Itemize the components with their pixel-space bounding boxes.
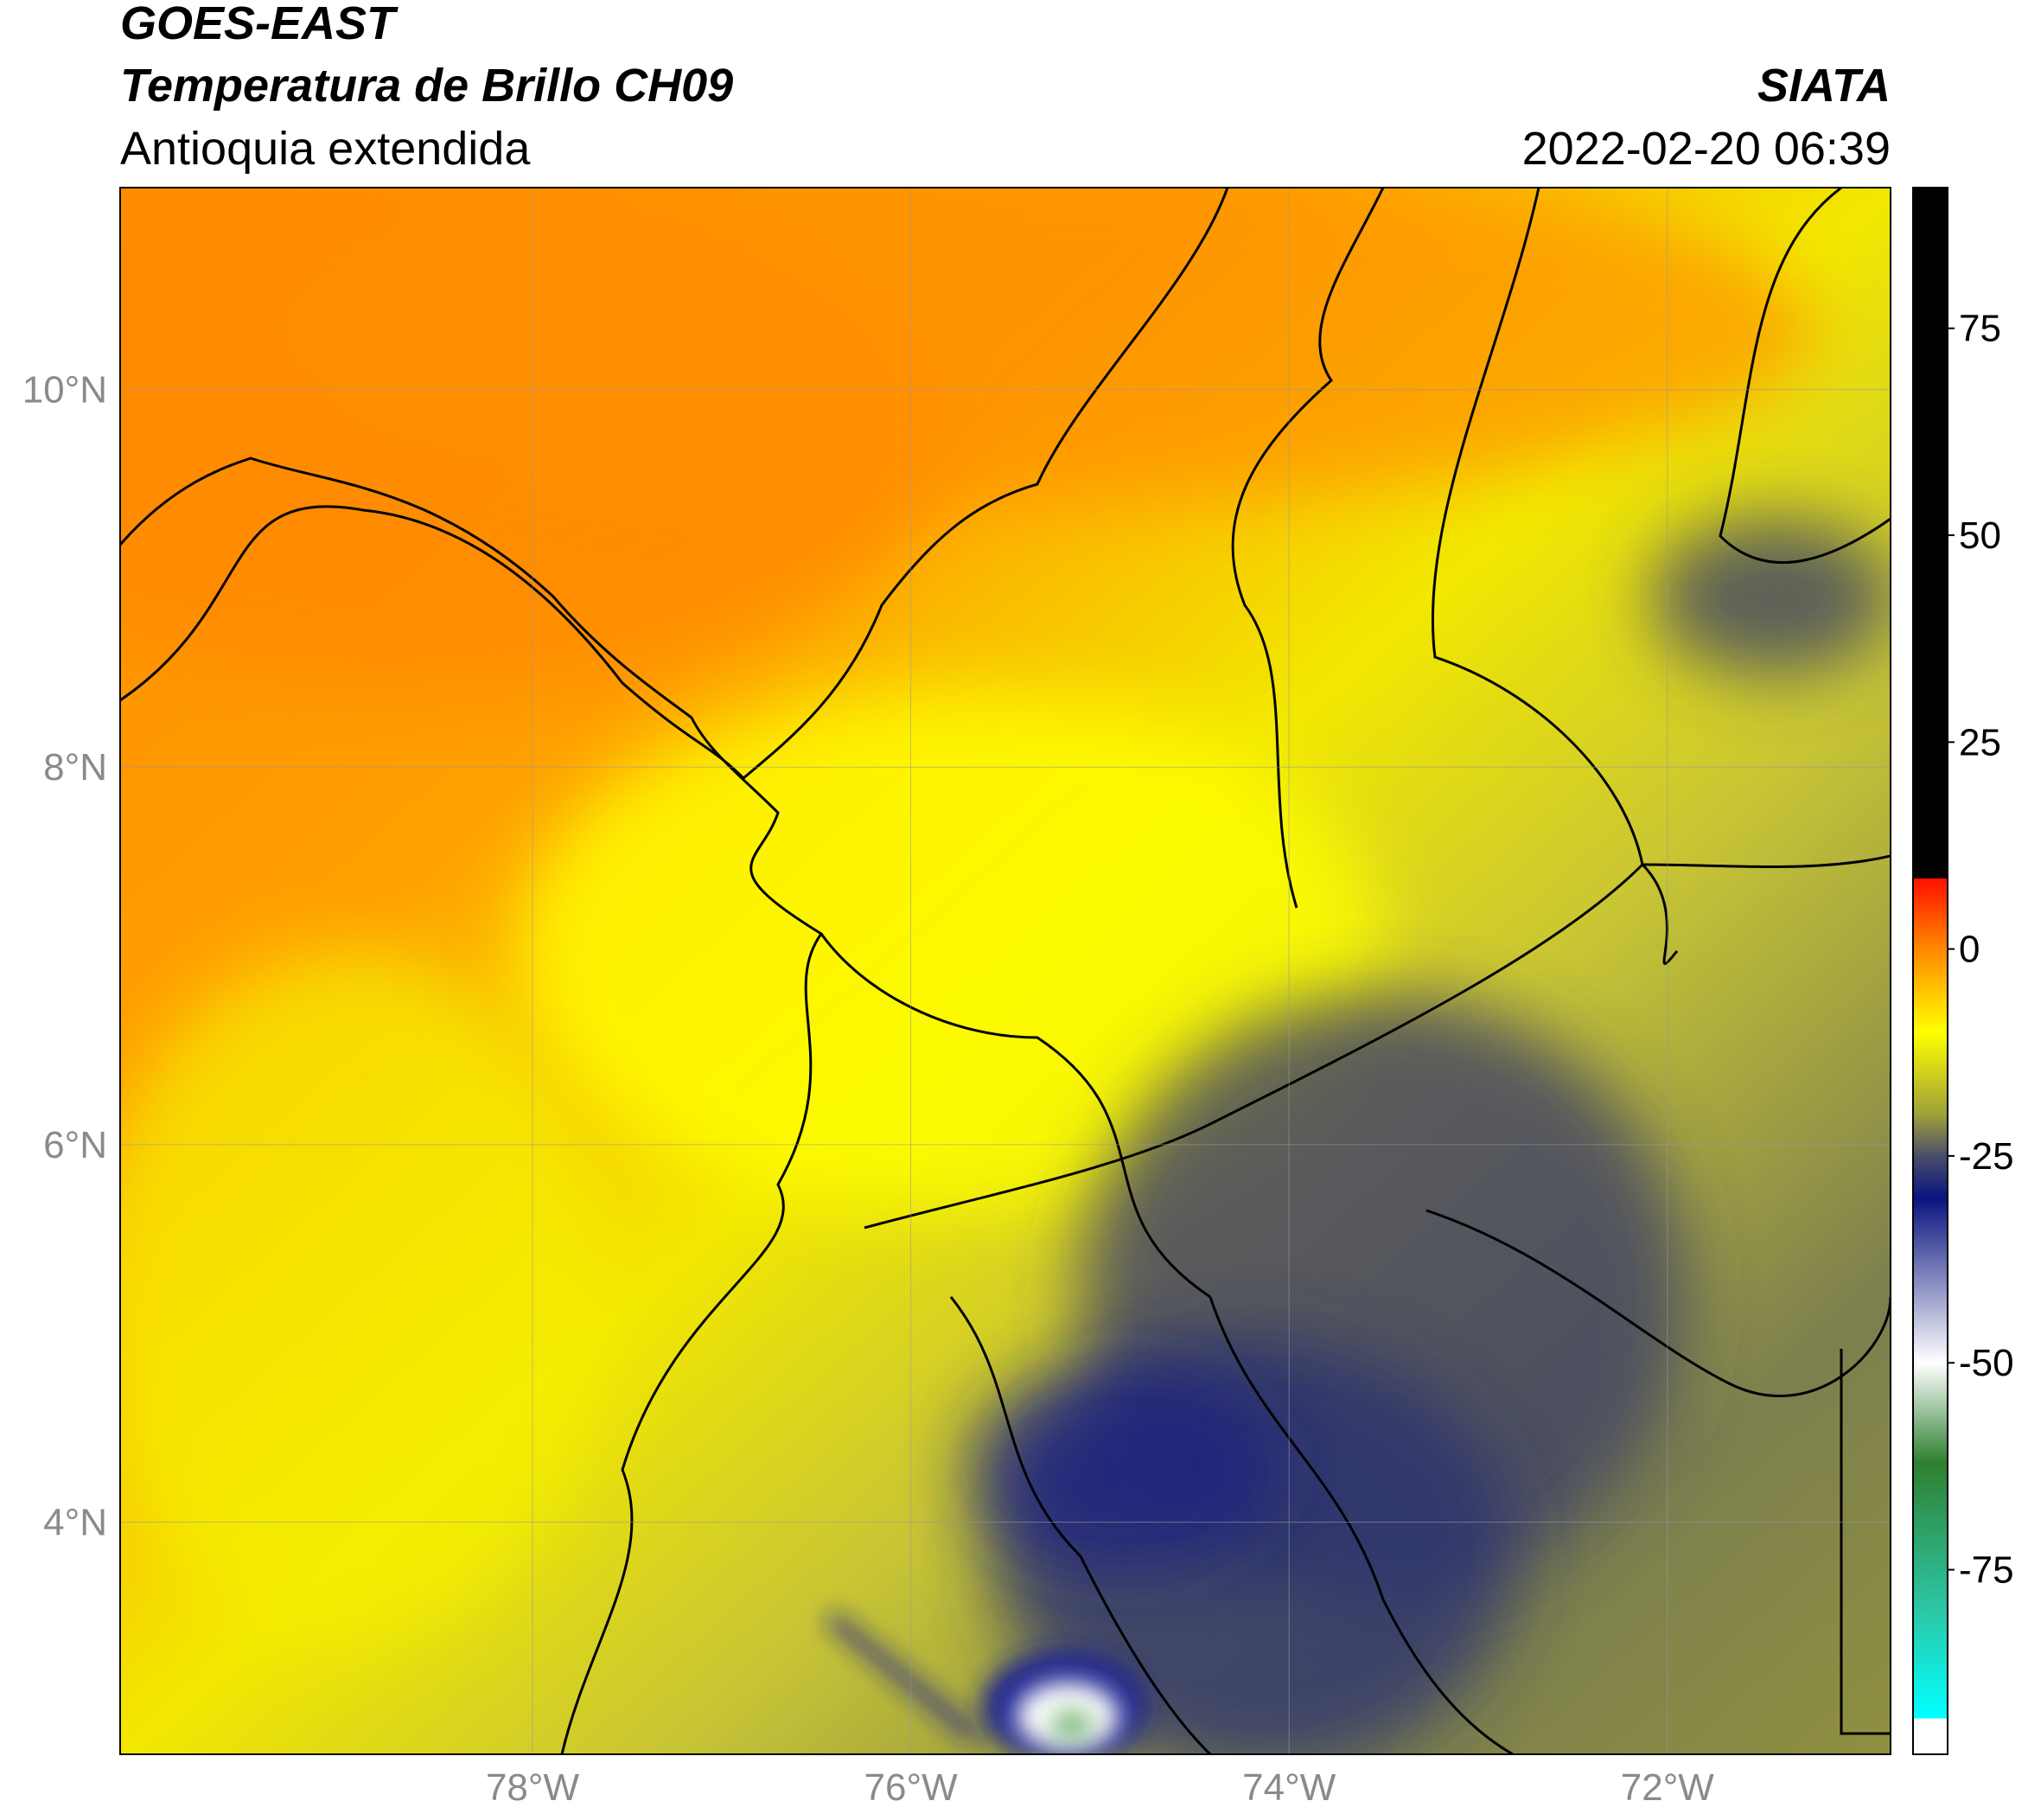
- x-tick-label: 72°W: [1621, 1766, 1715, 1809]
- ticks: 78°W 76°W 74°W 72°W 4°N 6°N 8°N 10°N: [22, 369, 1715, 1809]
- colorbar-tick-label: -75: [1959, 1549, 2014, 1592]
- colorbar-tick-label: -25: [1959, 1135, 2014, 1178]
- colorbar: [1912, 187, 1948, 1755]
- y-tick-label: 8°N: [43, 746, 107, 789]
- datetime: 2022-02-20 06:39: [1522, 123, 1891, 175]
- subtitle: Temperatura de Brillo CH09: [120, 60, 733, 112]
- colorbar-ticks: -75 -50 -25 0 25 50 75: [1948, 308, 2014, 1592]
- borders: [120, 188, 1891, 1754]
- region: Antioquia extendida: [120, 123, 531, 175]
- y-tick-label: 10°N: [22, 369, 107, 412]
- y-tick-label: 6°N: [43, 1124, 107, 1166]
- colorbar-tick-label: 50: [1959, 514, 2001, 557]
- colorbar-tick-label: -50: [1959, 1342, 2014, 1384]
- colorbar-tick-label: 25: [1959, 721, 2001, 763]
- map-image: [120, 188, 1891, 1754]
- x-tick-label: 76°W: [864, 1766, 959, 1809]
- colorbar-tick-label: 0: [1959, 929, 1980, 971]
- grid: [120, 188, 1891, 1754]
- y-tick-label: 4°N: [43, 1501, 107, 1543]
- map-frame: [119, 187, 1891, 1755]
- source: SIATA: [1757, 60, 1891, 112]
- colorbar-tick-label: 75: [1959, 308, 2001, 350]
- x-tick-label: 74°W: [1242, 1766, 1336, 1809]
- title: GOES-EAST: [120, 0, 399, 49]
- x-tick-label: 78°W: [486, 1766, 580, 1809]
